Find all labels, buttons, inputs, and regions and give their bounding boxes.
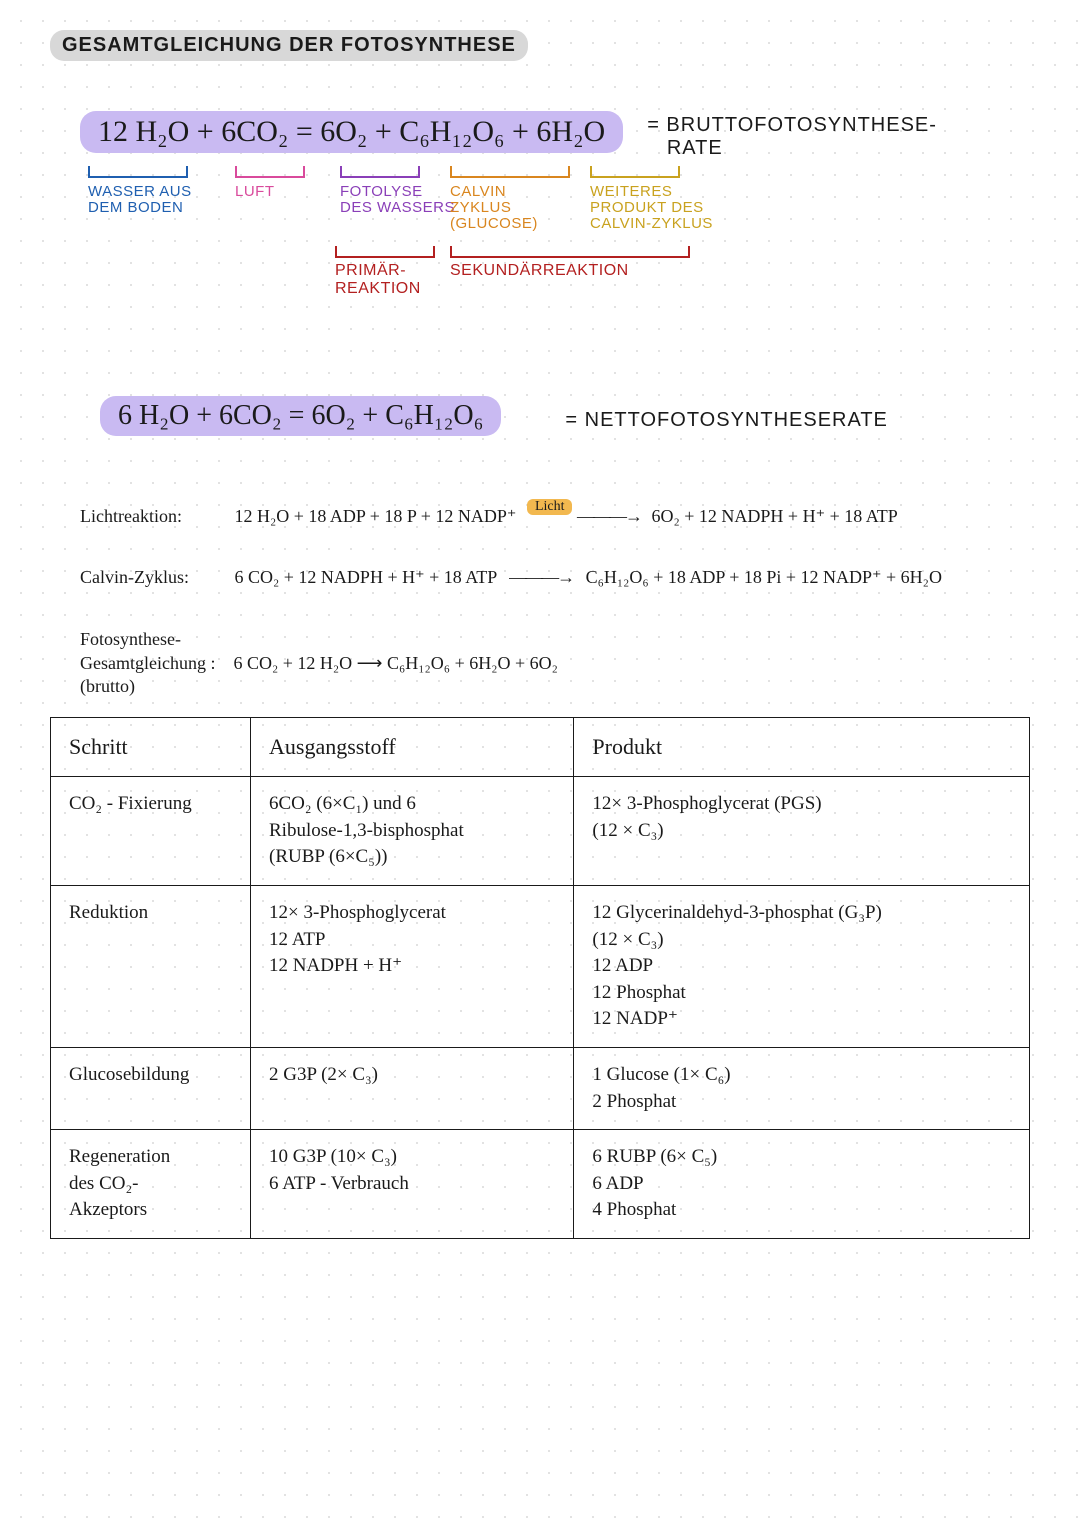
table-header: Produkt — [574, 717, 1030, 777]
annotation-label: FOTOLYSE DES WASSERS — [340, 184, 455, 216]
brutto-equation: 12 H₂O + 6CO₂ = 6O₂ + C₆H₁₂O₆ + 6H₂O — [80, 111, 623, 153]
licht-arrow-label: Licht — [527, 499, 573, 515]
annotation-bracket — [590, 166, 680, 178]
annotation-label: WASSER AUS DEM BODEN — [88, 184, 192, 216]
table-row: CO₂ - Fixierung6CO₂ (6×C₁) und 6 Ribulos… — [51, 777, 1030, 886]
calvin-lhs: 6 CO₂ + 12 NADPH + H⁺ + 18 ATP — [235, 567, 497, 587]
calvin-label: Calvin-Zyklus: — [80, 567, 230, 588]
netto-equation: 6 H₂O + 6CO₂ = 6O₂ + C₆H₁₂O₆ — [100, 396, 501, 436]
reaction-label: PRIMÄR- REAKTION — [335, 262, 421, 298]
brutto-equation-row: 12 H₂O + 6CO₂ = 6O₂ + C₆H₁₂O₆ + 6H₂O = B… — [80, 111, 1030, 160]
gesamt-line3: (brutto) — [80, 675, 1030, 698]
table-cell: Regeneration des CO₂- Akzeptors — [51, 1130, 251, 1239]
table-cell: 10 G3P (10× C₃) 6 ATP - Verbrauch — [251, 1130, 574, 1239]
arrow-icon: ———→ — [509, 567, 573, 588]
calvin-reaction: Calvin-Zyklus: 6 CO₂ + 12 NADPH + H⁺ + 1… — [80, 567, 1030, 588]
table-cell: 12 Glycerinaldehyd-3-phosphat (G₃P) (12 … — [574, 886, 1030, 1048]
reaction-label: SEKUNDÄRREAKTION — [450, 262, 629, 280]
netto-label: = NETTOFOTOSYNTHESERATE — [565, 409, 888, 432]
licht-rhs: 6O₂ + 12 NADPH + H⁺ + 18 ATP — [651, 506, 897, 526]
annotation-bracket — [235, 166, 305, 178]
arrow-icon: ———→ — [577, 506, 641, 527]
brutto-label: = BRUTTOFOTOSYNTHESE- RATE — [647, 114, 937, 160]
table-cell: 6CO₂ (6×C₁) und 6 Ribulose-1,3-bisphosph… — [251, 777, 574, 886]
table-header: Schritt — [51, 717, 251, 777]
gesamt-block: Fotosynthese- Gesamtgleichung : 6 CO₂ + … — [80, 628, 1030, 698]
table-cell: 12× 3-Phosphoglycerat 12 ATP 12 NADPH + … — [251, 886, 574, 1048]
table-cell: 2 G3P (2× C₃) — [251, 1048, 574, 1130]
table-row: Reduktion12× 3-Phosphoglycerat 12 ATP 12… — [51, 886, 1030, 1048]
licht-reaction: Lichtreaktion: 12 H₂O + 18 ADP + 18 P + … — [80, 506, 1030, 527]
table-cell: 6 RUBP (6× C₅) 6 ADP 4 Phosphat — [574, 1130, 1030, 1239]
page-title: GESAMTGLEICHUNG DER FOTOSYNTHESE — [50, 30, 528, 61]
annotation-bracket — [450, 166, 570, 178]
annotation-label: CALVIN ZYKLUS (GLUCOSE) — [450, 184, 538, 231]
annotation-row: WASSER AUS DEM BODEN LUFT FOTOLYSE DES WAS… — [80, 166, 1030, 226]
table-row: Glucosebildung2 G3P (2× C₃)1 Glucose (1×… — [51, 1048, 1030, 1130]
gesamt-line2: Gesamtgleichung : — [80, 653, 215, 673]
gesamt-eq: 6 CO₂ + 12 H₂O ⟶ C₆H₁₂O₆ + 6H₂O + 6O₂ — [233, 653, 557, 673]
licht-lhs: 12 H₂O + 18 ADP + 18 P + 12 NADP⁺ — [235, 506, 517, 526]
reaction-row: PRIMÄR- REAKTION SEKUNDÄRREAKTION — [80, 246, 1030, 306]
table-cell: Reduktion — [51, 886, 251, 1048]
annotation-bracket — [340, 166, 420, 178]
calvin-rhs: C₆H₁₂O₆ + 18 ADP + 18 Pi + 12 NADP⁺ + 6H… — [586, 567, 942, 587]
gesamt-line1: Fotosynthese- — [80, 628, 1030, 651]
table-row: Regeneration des CO₂- Akzeptors10 G3P (1… — [51, 1130, 1030, 1239]
reaction-bracket — [335, 246, 435, 258]
licht-label: Lichtreaktion: — [80, 506, 230, 527]
table-cell: CO₂ - Fixierung — [51, 777, 251, 886]
table-header: Ausgangsstoff — [251, 717, 574, 777]
table-cell: 12× 3-Phosphoglycerat (PGS) (12 × C₃) — [574, 777, 1030, 886]
annotation-label: LUFT — [235, 184, 275, 200]
table-cell: Glucosebildung — [51, 1048, 251, 1130]
sub-equations: Lichtreaktion: 12 H₂O + 18 ADP + 18 P + … — [80, 506, 1030, 588]
annotation-bracket — [88, 166, 188, 178]
reaction-bracket — [450, 246, 690, 258]
annotation-label: WEITERES PRODUKT DES CALVIN-ZYKLUS — [590, 184, 713, 231]
calvin-table: SchrittAusgangsstoffProdukt CO₂ - Fixier… — [50, 717, 1030, 1240]
netto-row: 6 H₂O + 6CO₂ = 6O₂ + C₆H₁₂O₆ = NETTOFOTO… — [100, 396, 1030, 436]
table-cell: 1 Glucose (1× C₆) 2 Phosphat — [574, 1048, 1030, 1130]
